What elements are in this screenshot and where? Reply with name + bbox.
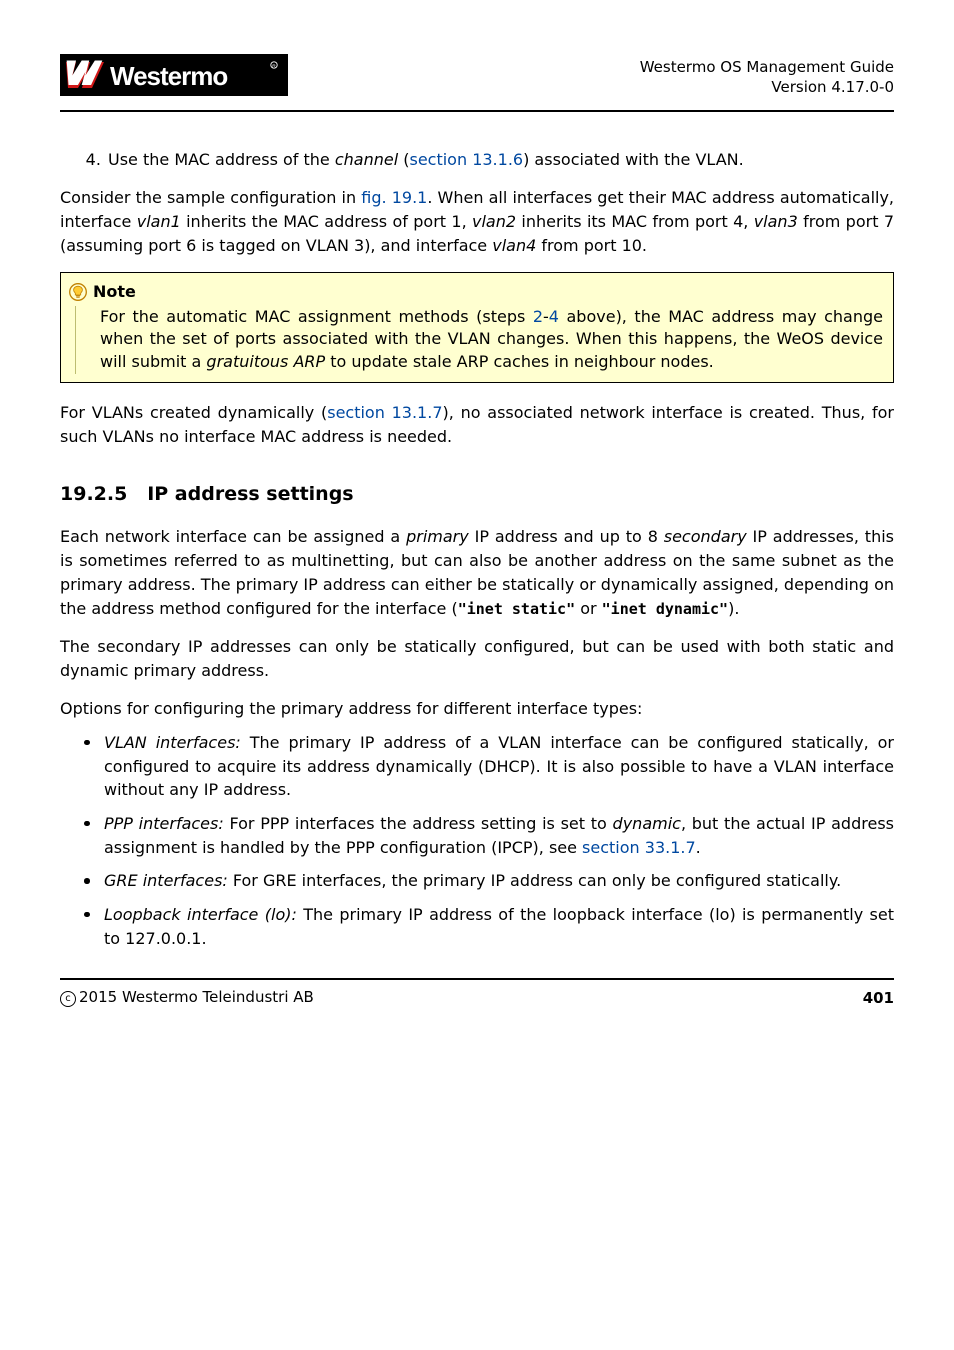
svg-text:R: R	[272, 63, 276, 69]
footer: c2015 Westermo Teleindustri AB 401	[60, 988, 894, 1007]
bullet-label: VLAN interfaces:	[104, 733, 241, 752]
footer-rule	[60, 978, 894, 980]
link-section-13-1-7[interactable]: section 13.1.7	[327, 403, 442, 422]
text: to update stale ARP caches in neighbour …	[325, 352, 714, 371]
text: inherits the MAC address of port 1,	[181, 212, 472, 231]
bullet-label: Loopback interface (lo):	[104, 905, 297, 924]
link-step-2[interactable]: 2	[533, 307, 543, 326]
text: vlan1	[137, 212, 181, 231]
paragraph: For VLANs created dynamically (section 1…	[60, 401, 894, 449]
text: For PPP interfaces the address setting i…	[224, 814, 613, 833]
text: from port 10.	[536, 236, 647, 255]
list-item: PPP interfaces: For PPP interfaces the a…	[104, 812, 894, 859]
copyright-text: 2015 Westermo Teleindustri AB	[79, 988, 314, 1006]
note-heading: Note	[69, 281, 883, 304]
link-section-33-1-7[interactable]: section 33.1.7	[582, 838, 696, 857]
bullet-list: VLAN interfaces: The primary IP address …	[60, 731, 894, 950]
list-item-4: Use the MAC address of the channel (sect…	[106, 148, 894, 172]
text: vlan3	[754, 212, 798, 231]
text: inherits its MAC from port 4,	[516, 212, 754, 231]
list-item: Loopback interface (lo): The primary IP …	[104, 903, 894, 950]
lightbulb-icon	[69, 283, 87, 301]
text: or	[575, 599, 602, 618]
text: ).	[728, 599, 739, 618]
svg-text:Westermo: Westermo	[110, 61, 227, 91]
text: Consider the sample configuration in	[60, 188, 361, 207]
text: For the automatic MAC assignment methods…	[100, 307, 533, 326]
text: .	[696, 838, 701, 857]
code: "inet dynamic"	[602, 600, 728, 618]
link-section-13-1-6[interactable]: section 13.1.6	[409, 150, 523, 169]
text: dynamic	[613, 814, 681, 833]
text: Use the MAC address of the	[108, 150, 335, 169]
text: IP address and up to 8	[469, 527, 664, 546]
paragraph: The secondary IP addresses can only be s…	[60, 635, 894, 683]
section-number: 19.2.5	[60, 483, 127, 505]
ordered-list: Use the MAC address of the channel (sect…	[60, 148, 894, 172]
guide-title: Westermo OS Management Guide	[640, 57, 894, 77]
link-step-4[interactable]: 4	[549, 307, 559, 326]
text: channel	[335, 150, 398, 169]
text: vlan4	[492, 236, 536, 255]
text: ) associated with the VLAN.	[523, 150, 744, 169]
paragraph: Options for configuring the primary addr…	[60, 697, 894, 721]
list-item: VLAN interfaces: The primary IP address …	[104, 731, 894, 802]
note-box: Note For the automatic MAC assignment me…	[60, 272, 894, 383]
text: vlan2	[472, 212, 516, 231]
copyright-icon: c	[60, 991, 76, 1007]
section-heading: 19.2.5 IP address settings	[60, 483, 894, 505]
text: For VLANs created dynamically (	[60, 403, 327, 422]
header-rule	[60, 110, 894, 112]
page: Westermo R Westermo OS Management Guide …	[0, 0, 954, 1047]
text: (	[398, 150, 409, 169]
bullet-label: PPP interfaces:	[104, 814, 224, 833]
page-number: 401	[863, 989, 894, 1007]
bullet-label: GRE interfaces:	[104, 871, 228, 890]
text: Each network interface can be assigned a	[60, 527, 406, 546]
text: For GRE interfaces, the primary IP addre…	[228, 871, 841, 890]
copyright: c2015 Westermo Teleindustri AB	[60, 988, 314, 1007]
header-right: Westermo OS Management Guide Version 4.1…	[640, 57, 894, 98]
list-item: GRE interfaces: For GRE interfaces, the …	[104, 869, 894, 893]
header: Westermo R Westermo OS Management Guide …	[60, 54, 894, 100]
text: gratuitous ARP	[206, 352, 325, 371]
paragraph: Each network interface can be assigned a…	[60, 525, 894, 621]
link-fig-19-1[interactable]: fig. 19.1	[361, 188, 427, 207]
text: primary	[406, 527, 469, 546]
code: "inet static"	[458, 600, 575, 618]
paragraph: Consider the sample configuration in fig…	[60, 186, 894, 258]
note-body: For the automatic MAC assignment methods…	[75, 306, 883, 374]
guide-version: Version 4.17.0-0	[640, 77, 894, 97]
note-label: Note	[93, 281, 136, 304]
section-title: IP address settings	[147, 483, 353, 505]
text: secondary	[664, 527, 747, 546]
westermo-logo: Westermo R	[60, 54, 288, 100]
